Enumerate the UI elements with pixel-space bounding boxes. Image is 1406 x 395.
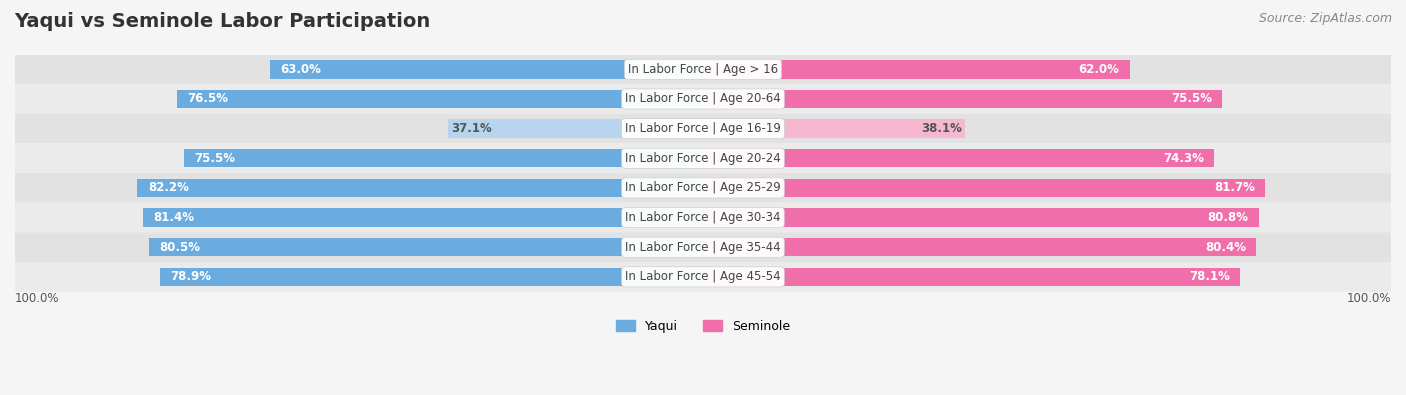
FancyBboxPatch shape bbox=[15, 173, 1391, 203]
FancyBboxPatch shape bbox=[15, 143, 1391, 173]
Text: 63.0%: 63.0% bbox=[280, 63, 321, 76]
Legend: Yaqui, Seminole: Yaqui, Seminole bbox=[612, 315, 794, 338]
Text: 81.4%: 81.4% bbox=[153, 211, 194, 224]
Bar bbox=[177, 90, 703, 108]
Text: Yaqui vs Seminole Labor Participation: Yaqui vs Seminole Labor Participation bbox=[14, 12, 430, 31]
Text: 80.5%: 80.5% bbox=[159, 241, 201, 254]
Text: 100.0%: 100.0% bbox=[15, 292, 59, 305]
Bar bbox=[703, 268, 1240, 286]
Text: 80.4%: 80.4% bbox=[1205, 241, 1246, 254]
Text: 78.1%: 78.1% bbox=[1189, 270, 1230, 283]
Bar bbox=[703, 119, 965, 138]
Bar bbox=[143, 209, 703, 227]
Bar bbox=[703, 60, 1129, 79]
Text: 74.3%: 74.3% bbox=[1163, 152, 1204, 165]
FancyBboxPatch shape bbox=[15, 84, 1391, 114]
Text: In Labor Force | Age 30-34: In Labor Force | Age 30-34 bbox=[626, 211, 780, 224]
Text: In Labor Force | Age 35-44: In Labor Force | Age 35-44 bbox=[626, 241, 780, 254]
Bar bbox=[703, 238, 1256, 256]
Text: 37.1%: 37.1% bbox=[451, 122, 492, 135]
Text: 80.8%: 80.8% bbox=[1208, 211, 1249, 224]
Bar bbox=[703, 90, 1222, 108]
Bar bbox=[184, 149, 703, 167]
Text: Source: ZipAtlas.com: Source: ZipAtlas.com bbox=[1258, 12, 1392, 25]
Text: In Labor Force | Age 20-64: In Labor Force | Age 20-64 bbox=[626, 92, 780, 105]
FancyBboxPatch shape bbox=[15, 114, 1391, 143]
Bar bbox=[138, 179, 703, 197]
FancyBboxPatch shape bbox=[15, 203, 1391, 232]
Bar bbox=[703, 209, 1258, 227]
Text: In Labor Force | Age 16-19: In Labor Force | Age 16-19 bbox=[626, 122, 780, 135]
Text: In Labor Force | Age 20-24: In Labor Force | Age 20-24 bbox=[626, 152, 780, 165]
Text: 75.5%: 75.5% bbox=[1171, 92, 1212, 105]
Text: In Labor Force | Age 25-29: In Labor Force | Age 25-29 bbox=[626, 181, 780, 194]
Text: 38.1%: 38.1% bbox=[921, 122, 962, 135]
Bar bbox=[149, 238, 703, 256]
Bar bbox=[270, 60, 703, 79]
Bar bbox=[703, 179, 1265, 197]
Text: 81.7%: 81.7% bbox=[1213, 181, 1254, 194]
Text: In Labor Force | Age > 16: In Labor Force | Age > 16 bbox=[628, 63, 778, 76]
Bar bbox=[160, 268, 703, 286]
Text: In Labor Force | Age 45-54: In Labor Force | Age 45-54 bbox=[626, 270, 780, 283]
Bar bbox=[703, 149, 1215, 167]
Text: 100.0%: 100.0% bbox=[1347, 292, 1391, 305]
FancyBboxPatch shape bbox=[15, 232, 1391, 262]
Text: 82.2%: 82.2% bbox=[148, 181, 188, 194]
Text: 78.9%: 78.9% bbox=[170, 270, 211, 283]
Text: 62.0%: 62.0% bbox=[1078, 63, 1119, 76]
Text: 76.5%: 76.5% bbox=[187, 92, 228, 105]
Text: 75.5%: 75.5% bbox=[194, 152, 235, 165]
Bar bbox=[447, 119, 703, 138]
FancyBboxPatch shape bbox=[15, 55, 1391, 84]
FancyBboxPatch shape bbox=[15, 262, 1391, 292]
